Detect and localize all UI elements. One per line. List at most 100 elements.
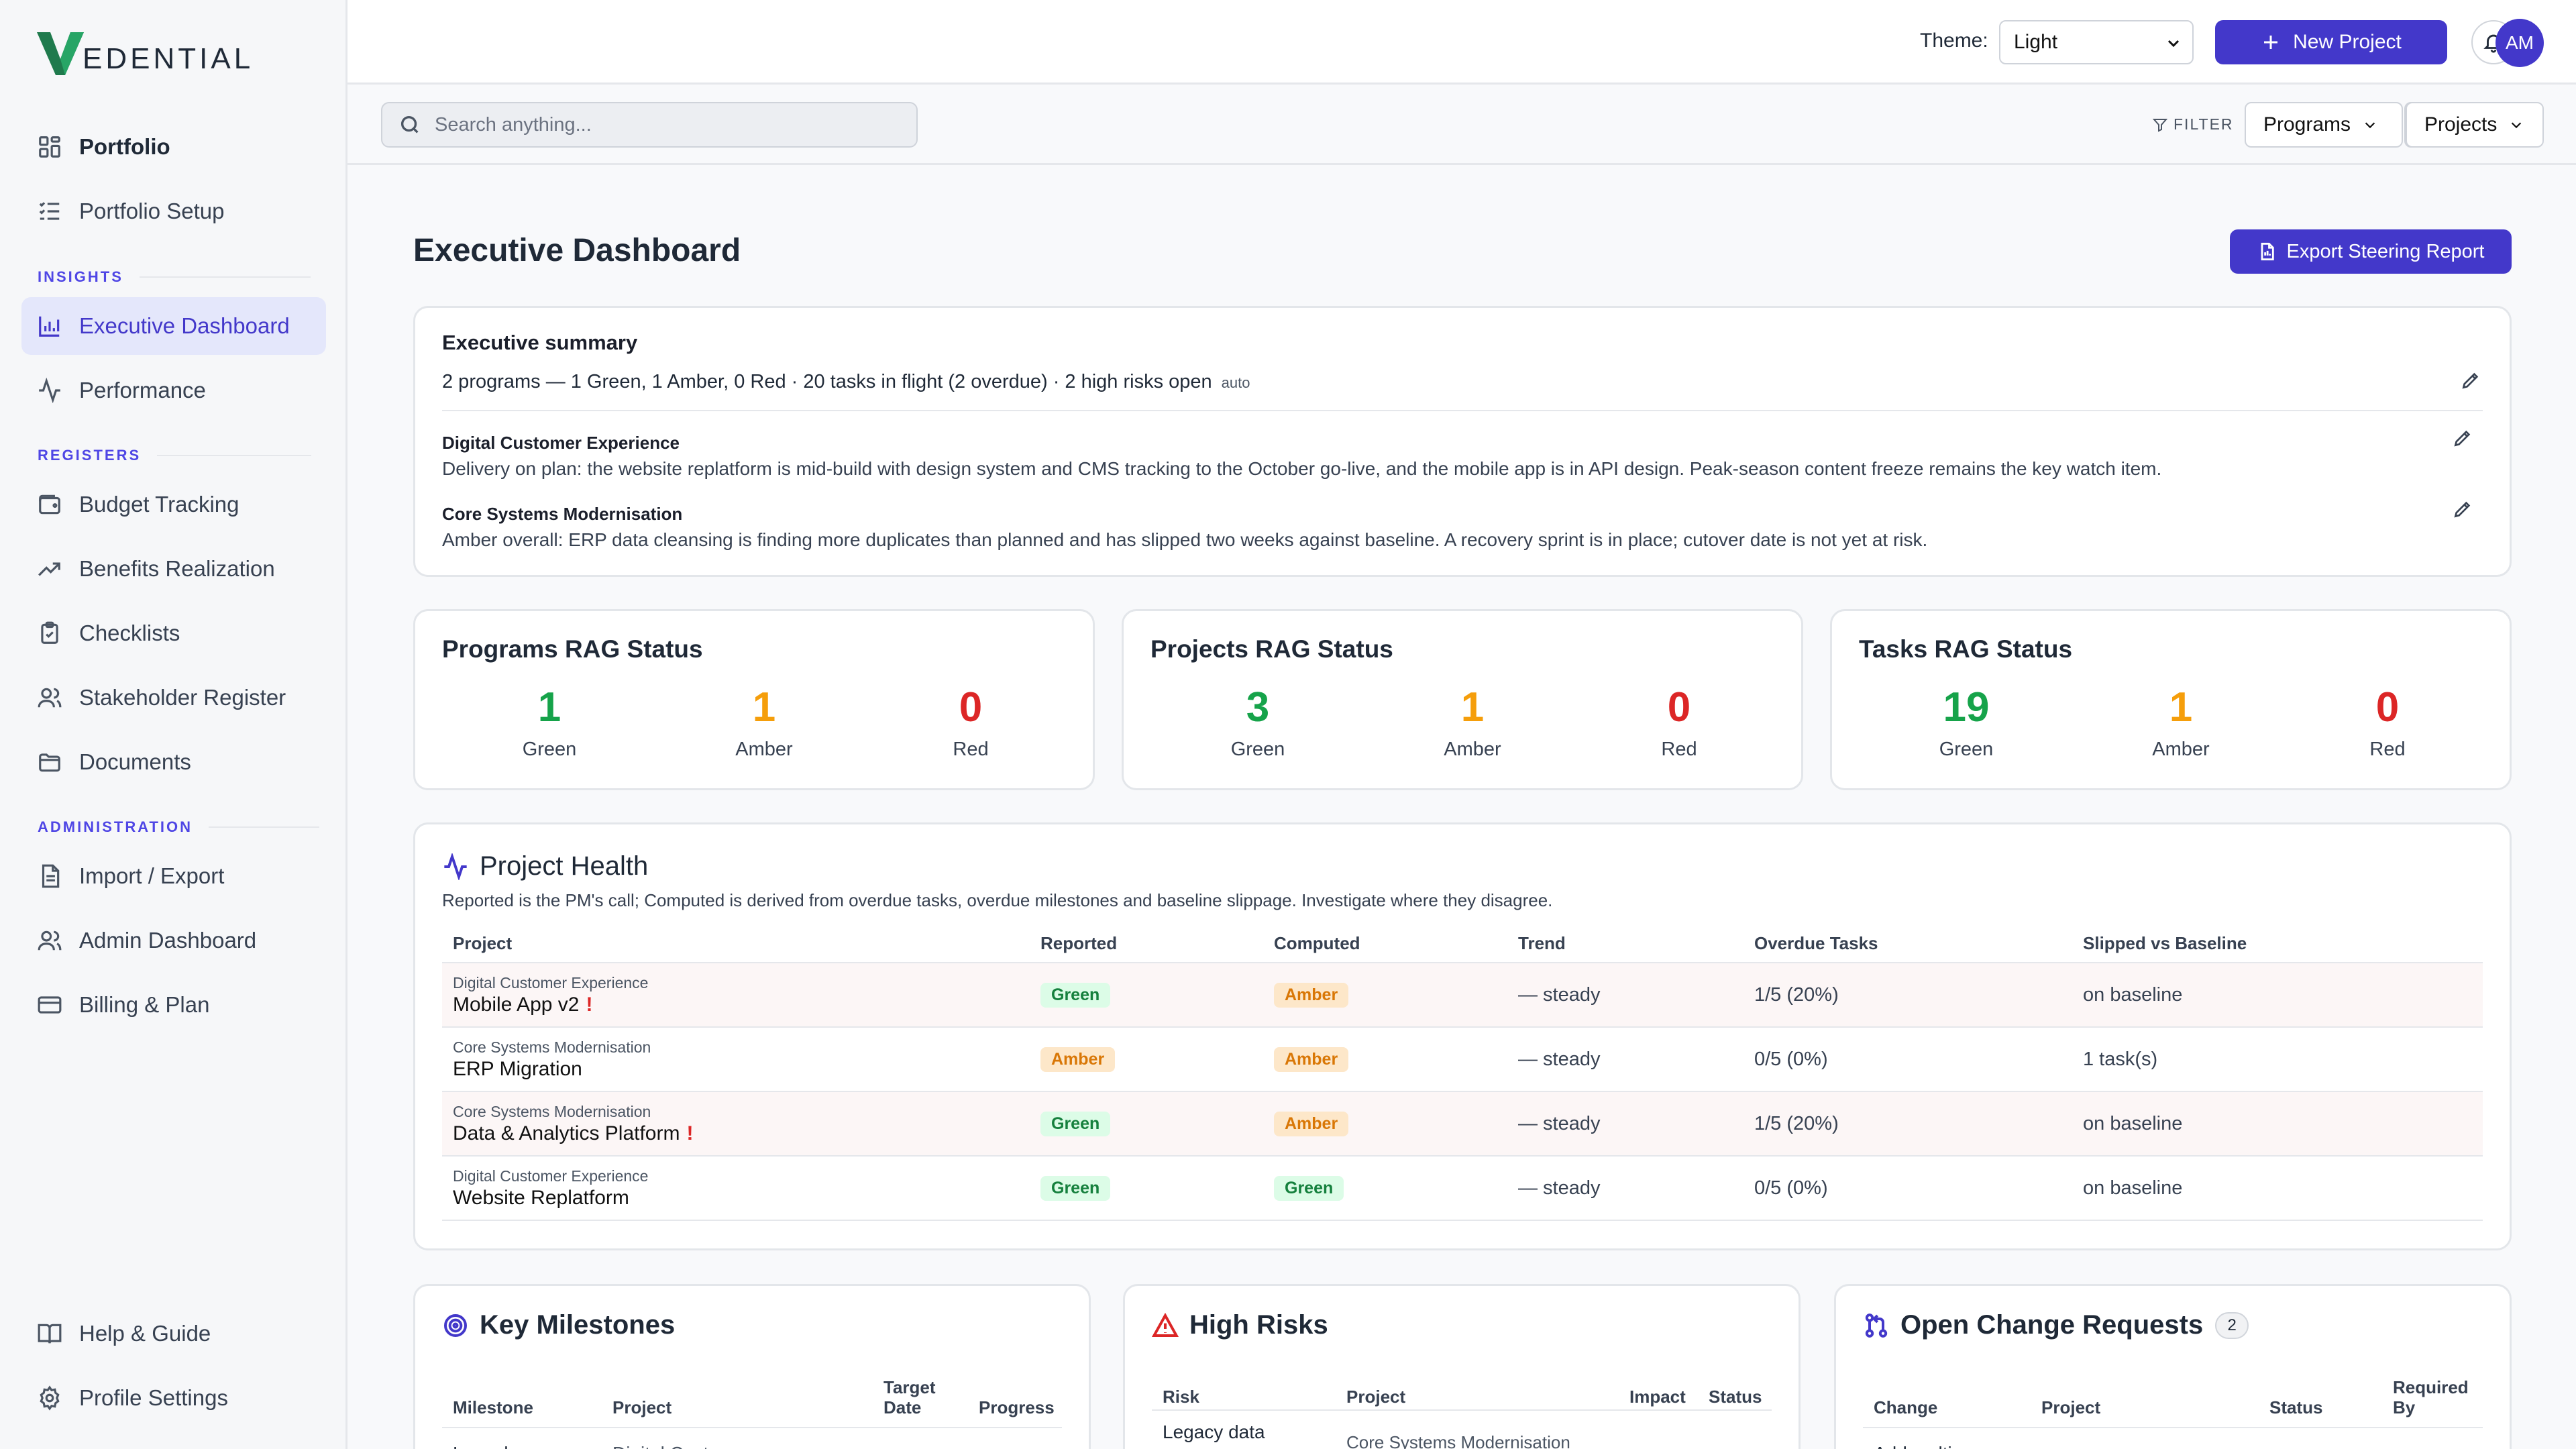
projects-rag-card: Projects RAG Status 3 Green 1 Amber 0 Re… (1122, 609, 1803, 790)
project-name[interactable]: Data & Analytics Platform! (453, 1122, 694, 1144)
computed-badge: Amber (1274, 1111, 1349, 1136)
search-input[interactable]: Search anything... (381, 102, 918, 148)
column-header[interactable]: Trend (1507, 925, 1743, 963)
key-milestones-title: Key Milestones (442, 1310, 675, 1340)
project-name[interactable]: Website Replatform (453, 1186, 629, 1209)
column-header[interactable]: Status (2269, 1397, 2323, 1417)
column-header[interactable]: Required By (2393, 1377, 2469, 1417)
sidebar-item-benefits-realization[interactable]: Benefits Realization (21, 540, 326, 598)
sidebar-item-executive-dashboard[interactable]: Executive Dashboard (21, 297, 326, 355)
sidebar-item-profile-settings[interactable]: Profile Settings (21, 1369, 326, 1427)
git-pull-request-icon (1865, 1313, 1888, 1338)
sidebar-item-admin-dashboard[interactable]: Admin Dashboard (21, 912, 326, 969)
rag-green-count: 1 (537, 684, 561, 731)
column-header[interactable]: Overdue Tasks (1743, 925, 2072, 963)
column-header[interactable]: Impact (1629, 1387, 1686, 1407)
avatar[interactable]: AM (2496, 19, 2544, 67)
theme-select[interactable]: Light (1999, 20, 2194, 64)
sidebar-item-help-guide[interactable]: Help & Guide (21, 1305, 326, 1362)
column-header[interactable]: Risk (1163, 1387, 1199, 1407)
milestone-project: Digital Customer (612, 1443, 751, 1449)
edit-program-summary-button[interactable] (2452, 427, 2473, 449)
sidebar-item-label: Import / Export (79, 863, 225, 888)
column-header[interactable]: Slipped vs Baseline (2072, 925, 2483, 963)
program-name: Digital Customer Experience (453, 1167, 649, 1185)
new-project-button[interactable]: New Project (2215, 20, 2447, 64)
column-header[interactable]: Progress (979, 1397, 1055, 1417)
executive-summary-card: Executive summary 2 programs — 1 Green, … (413, 306, 2512, 577)
sidebar-item-billing-plan[interactable]: Billing & Plan (21, 976, 326, 1034)
chevron-down-icon (2512, 122, 2522, 129)
edit-summary-button[interactable] (2460, 370, 2481, 391)
sidebar-item-performance[interactable]: Performance (21, 362, 326, 419)
divider (442, 410, 2483, 411)
table-row[interactable]: Digital Customer Experience Mobile App v2… (442, 963, 2483, 1028)
warning-triangle-icon (1152, 1312, 1179, 1337)
trend: — steady (1507, 1091, 1743, 1157)
rag-title: Projects RAG Status (1150, 635, 1393, 663)
brand-logo[interactable]: EDENTIAL (37, 32, 254, 75)
slipped-vs-baseline: on baseline (2072, 963, 2483, 1028)
sidebar-item-label: Admin Dashboard (79, 928, 257, 953)
sidebar-item-label: Billing & Plan (79, 992, 210, 1017)
program-name: Core Systems Modernisation (453, 1038, 651, 1056)
sidebar-item-import-export[interactable]: Import / Export (21, 847, 326, 905)
column-header[interactable]: Change (1874, 1397, 1938, 1417)
column-header[interactable]: Milestone (453, 1397, 533, 1417)
column-header[interactable]: Reported (1030, 925, 1263, 963)
column-header[interactable]: Computed (1263, 925, 1507, 963)
filter-label: FILTER (2152, 115, 2234, 133)
rag-amber-count: 1 (752, 684, 776, 731)
rag-amber-count: 1 (2169, 684, 2193, 731)
list-checks-icon (36, 198, 63, 225)
file-icon (36, 863, 63, 890)
pencil-icon (2454, 430, 2471, 447)
sidebar-item-checklists[interactable]: Checklists (21, 604, 326, 662)
edit-program-summary-button[interactable] (2452, 498, 2473, 520)
export-steering-report-button[interactable]: Export Steering Report (2230, 229, 2512, 274)
clipboard-check-icon (36, 620, 63, 647)
users-icon (36, 684, 63, 711)
program-name: Core Systems Modernisation (442, 504, 683, 524)
rag-title: Programs RAG Status (442, 635, 703, 663)
export-label: Export Steering Report (2286, 240, 2485, 262)
project-name[interactable]: ERP Migration (453, 1057, 582, 1080)
bar-chart-icon (36, 313, 63, 339)
activity-icon (36, 377, 63, 404)
chevron-down-icon (2365, 122, 2375, 129)
sidebar-item-stakeholder-register[interactable]: Stakeholder Register (21, 669, 326, 727)
column-header[interactable]: Project (442, 925, 1030, 963)
programs-dropdown[interactable]: Programs (2245, 102, 2403, 148)
rag-green-count: 3 (1246, 684, 1270, 731)
column-header[interactable]: Status (1709, 1387, 1762, 1407)
column-header[interactable]: Project (1346, 1387, 1406, 1407)
sidebar-item-portfolio[interactable]: Portfolio (21, 118, 326, 176)
rag-amber-label: Amber (735, 739, 793, 760)
reported-badge: Amber (1040, 1046, 1116, 1072)
page-title: Executive Dashboard (413, 233, 741, 268)
sidebar-item-label: Checklists (79, 621, 180, 645)
sidebar-item-documents[interactable]: Documents (21, 733, 326, 791)
sidebar-item-budget-tracking[interactable]: Budget Tracking (21, 476, 326, 533)
column-header[interactable]: Project (612, 1397, 672, 1417)
sidebar-item-portfolio-setup[interactable]: Portfolio Setup (21, 182, 326, 240)
divider (442, 1427, 1062, 1428)
projects-dropdown[interactable]: Projects (2406, 102, 2544, 148)
top-bar: Theme: Light New Project AM (347, 0, 2576, 85)
table-header-row: Project Reported Computed Trend Overdue … (442, 925, 2483, 963)
column-header[interactable]: Target Date (883, 1377, 936, 1417)
rag-red-label: Red (1661, 739, 1697, 760)
project-name[interactable]: Mobile App v2! (453, 993, 593, 1016)
trend: — steady (1507, 963, 1743, 1028)
project-health-title: Project Health (442, 851, 648, 881)
computed-badge: Amber (1274, 1046, 1349, 1072)
rag-red-count: 0 (959, 684, 983, 731)
table-row[interactable]: Core Systems Modernisation ERP Migration … (442, 1027, 2483, 1092)
warning-flag: ! (686, 1122, 694, 1144)
sidebar-item-label: Benefits Realization (79, 556, 275, 581)
table-row[interactable]: Core Systems Modernisation Data & Analyti… (442, 1091, 2483, 1157)
book-icon (36, 1320, 63, 1347)
column-header[interactable]: Project (2041, 1397, 2101, 1417)
sidebar-item-label: Help & Guide (79, 1321, 211, 1346)
table-row[interactable]: Digital Customer Experience Website Repla… (442, 1156, 2483, 1221)
